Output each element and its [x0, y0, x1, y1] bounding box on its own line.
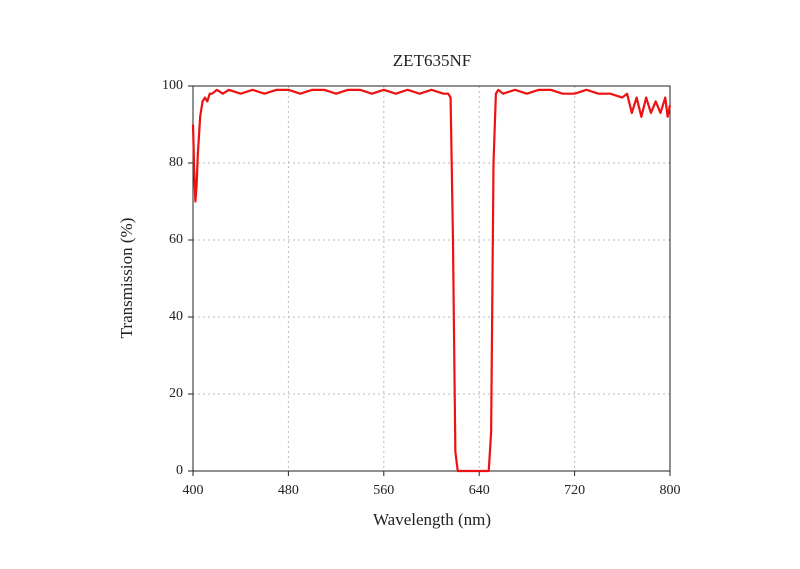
y-tick-label: 80 [169, 155, 183, 170]
plot-frame [192, 85, 671, 472]
y-tick-label: 100 [162, 78, 183, 93]
y-axis-label: Transmission (%) [117, 218, 136, 339]
y-tick-label: 20 [169, 386, 183, 401]
x-tick-label: 720 [564, 483, 585, 498]
x-tick-label: 640 [469, 483, 490, 498]
y-tick-label: 0 [176, 463, 183, 478]
y-tick-label: 60 [169, 232, 183, 247]
x-tick-label: 560 [373, 483, 394, 498]
x-tick-label: 800 [660, 483, 681, 498]
x-tick-label: 480 [278, 483, 299, 498]
chart-title: ZET635NF [393, 51, 471, 70]
y-tick-label: 40 [169, 309, 183, 324]
data-line [191, 88, 672, 473]
x-axis-label: Wavelength (nm) [373, 510, 491, 529]
x-tick-label: 400 [183, 483, 204, 498]
